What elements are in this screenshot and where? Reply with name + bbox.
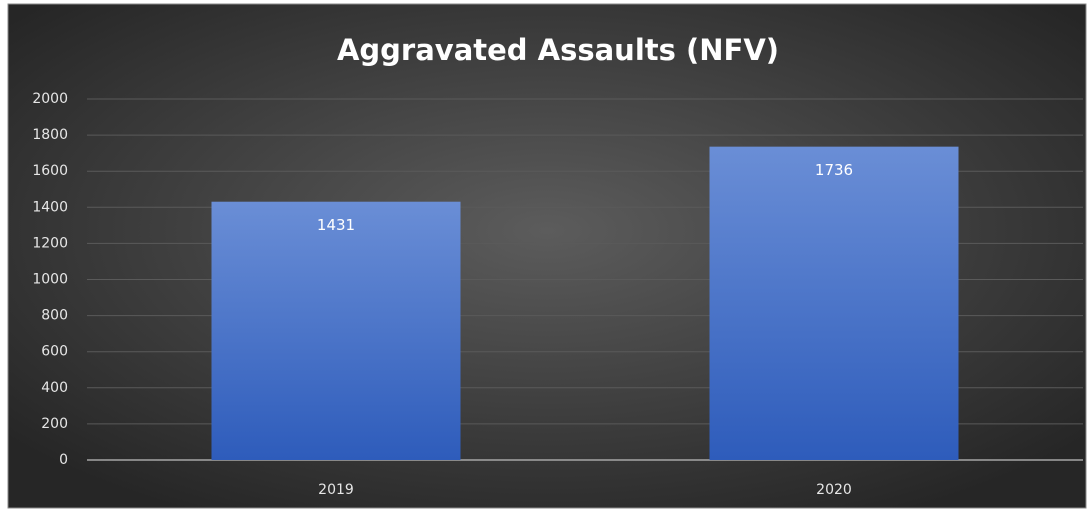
y-tick-label: 200 [41,416,68,432]
y-tick-label: 1800 [32,127,68,143]
data-label: 1431 [317,216,355,234]
y-tick-label: 1000 [32,272,68,288]
y-tick-label: 1400 [32,199,68,215]
bar [211,201,461,460]
x-tick-label: 2020 [816,482,852,498]
y-tick-label: 1200 [32,235,68,251]
y-tick-label: 0 [59,452,68,468]
y-tick-label: 1600 [32,163,68,179]
y-tick-label: 800 [41,308,68,324]
bar [709,146,959,461]
x-tick-label: 2019 [318,482,354,498]
y-tick-label: 2000 [32,91,68,107]
y-tick-label: 600 [41,344,68,360]
y-tick-label: 400 [41,380,68,396]
data-label: 1736 [815,161,853,179]
chart-title: Aggravated Assaults (NFV) [337,33,779,67]
